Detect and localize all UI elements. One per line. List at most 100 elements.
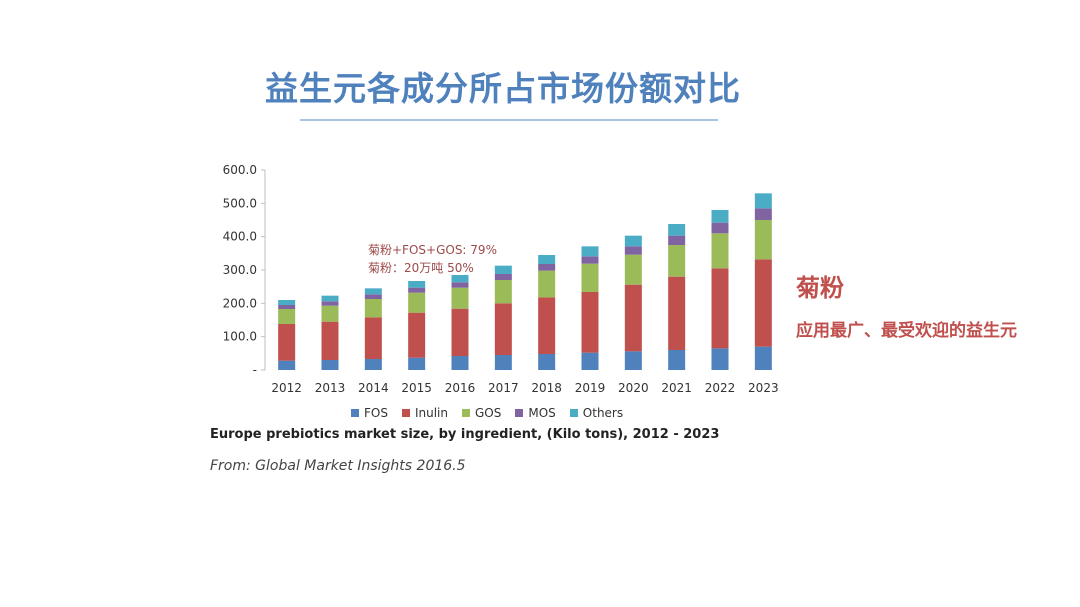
legend-swatch [569, 409, 578, 417]
bar-segment-others-2015 [408, 281, 426, 288]
bar-segment-fos-2014 [364, 359, 382, 370]
legend-swatch [462, 409, 470, 417]
bar-segment-others-2020 [624, 235, 642, 247]
legend-swatch [351, 409, 359, 417]
x-tick-label: 2013 [315, 381, 346, 395]
bar-segment-gos-2017 [494, 280, 512, 304]
bar-segment-fos-2020 [624, 351, 642, 370]
bar-segment-mos-2020 [624, 246, 642, 255]
x-tick-label: 2021 [661, 381, 692, 395]
bar-segment-inulin-2023 [754, 259, 772, 347]
x-tick-label: 2017 [488, 381, 519, 395]
bar-segment-fos-2012 [278, 360, 296, 370]
y-tick-label: 500.0 [223, 196, 257, 210]
bar-segment-gos-2016 [451, 287, 469, 309]
bar-segment-inulin-2018 [538, 297, 556, 354]
y-tick-label: - [253, 363, 257, 377]
bar-segment-gos-2013 [321, 305, 339, 322]
bar-segment-gos-2022 [711, 233, 729, 269]
bar-segment-gos-2014 [364, 299, 382, 318]
bar-segment-gos-2015 [408, 292, 426, 313]
x-tick-label: 2012 [271, 381, 302, 395]
side-heading: 菊粉 [796, 274, 844, 302]
legend-item-gos: GOS [462, 406, 501, 420]
y-tick-label: 600.0 [223, 163, 257, 177]
bar-segment-mos-2012 [278, 305, 296, 309]
y-tick-label: 400.0 [223, 230, 257, 244]
y-tick-label: 300.0 [223, 263, 257, 277]
bar-segment-mos-2021 [668, 235, 686, 245]
legend-item-others: Others [569, 406, 624, 420]
bar-segment-inulin-2021 [668, 276, 686, 350]
x-tick-label: 2019 [575, 381, 606, 395]
y-tick-label: 100.0 [223, 330, 257, 344]
bar-segment-mos-2013 [321, 301, 339, 306]
bar-segment-inulin-2016 [451, 308, 469, 356]
bar-segment-others-2016 [451, 275, 469, 283]
bar-segment-fos-2013 [321, 360, 339, 370]
legend-item-inulin: Inulin [401, 406, 448, 420]
bar-segment-fos-2018 [538, 354, 556, 370]
bar-segment-inulin-2012 [278, 324, 296, 361]
x-tick-label: 2014 [358, 381, 389, 395]
bar-segment-mos-2018 [538, 264, 556, 271]
bar-segment-others-2012 [278, 300, 296, 305]
bar-segment-inulin-2020 [624, 284, 642, 352]
bar-segment-inulin-2019 [581, 292, 599, 353]
bar-segment-fos-2023 [754, 346, 772, 370]
bar-segment-mos-2014 [364, 294, 382, 299]
bar-segment-mos-2016 [451, 282, 469, 288]
bar-segment-gos-2023 [754, 220, 772, 260]
bar-segment-others-2018 [538, 255, 556, 264]
bar-segment-fos-2016 [451, 356, 469, 370]
bar-segment-fos-2021 [668, 350, 686, 370]
y-tick-label: 200.0 [223, 296, 257, 310]
bar-segment-others-2013 [321, 295, 339, 302]
bar-segment-gos-2021 [668, 245, 686, 277]
x-tick-label: 2015 [401, 381, 432, 395]
bar-segment-mos-2015 [408, 287, 426, 293]
x-tick-label: 2020 [618, 381, 649, 395]
legend-item-mos: MOS [515, 406, 556, 420]
bar-segment-inulin-2017 [494, 303, 512, 355]
bar-segment-inulin-2022 [711, 268, 729, 349]
legend-label: GOS [475, 406, 502, 420]
bar-segment-others-2017 [494, 265, 512, 274]
x-tick-label: 2022 [705, 381, 736, 395]
legend-item-fos: FOS [351, 406, 388, 420]
bar-segment-mos-2022 [711, 222, 729, 234]
bar-segment-fos-2022 [711, 348, 729, 370]
bar-segment-mos-2023 [754, 208, 772, 220]
bar-segment-inulin-2014 [364, 317, 382, 359]
x-tick-label: 2023 [748, 381, 779, 395]
bar-segment-mos-2019 [581, 256, 599, 264]
bar-segment-inulin-2015 [408, 312, 426, 358]
x-tick-label: 2016 [445, 381, 476, 395]
bar-segment-gos-2020 [624, 254, 642, 285]
bar-segment-mos-2017 [494, 274, 512, 280]
legend-swatch [401, 409, 410, 417]
bar-segment-others-2019 [581, 246, 599, 257]
bar-segment-others-2023 [754, 193, 772, 209]
annotation-line-2: 菊粉：20万吨 50% [368, 261, 474, 275]
legend-swatch [515, 409, 524, 417]
bar-segment-others-2014 [364, 288, 382, 295]
bar-segment-fos-2019 [581, 352, 599, 370]
source-note: From: Global Market Insights 2016.5 [210, 458, 466, 474]
legend-label: Others [582, 406, 624, 420]
bar-segment-others-2022 [711, 210, 729, 223]
bar-segment-inulin-2013 [321, 321, 339, 360]
slide-title: 益生元各成分所占市场份额对比 [265, 69, 741, 108]
side-subtext: 应用最广、最受欢迎的益生元 [796, 321, 1017, 341]
legend-label: Inulin [414, 406, 448, 420]
legend-label: MOS [528, 406, 556, 420]
bar-segment-gos-2019 [581, 263, 599, 292]
annotation-line-1: 菊粉+FOS+GOS: 79% [368, 243, 497, 257]
x-tick-label: 2018 [531, 381, 562, 395]
bar-segment-fos-2017 [494, 355, 512, 370]
bar-segment-fos-2015 [408, 357, 426, 370]
title-underline [300, 119, 718, 121]
chart-legend: FOS Inulin GOS MOS Others [351, 406, 623, 420]
bar-segment-gos-2012 [278, 309, 296, 324]
